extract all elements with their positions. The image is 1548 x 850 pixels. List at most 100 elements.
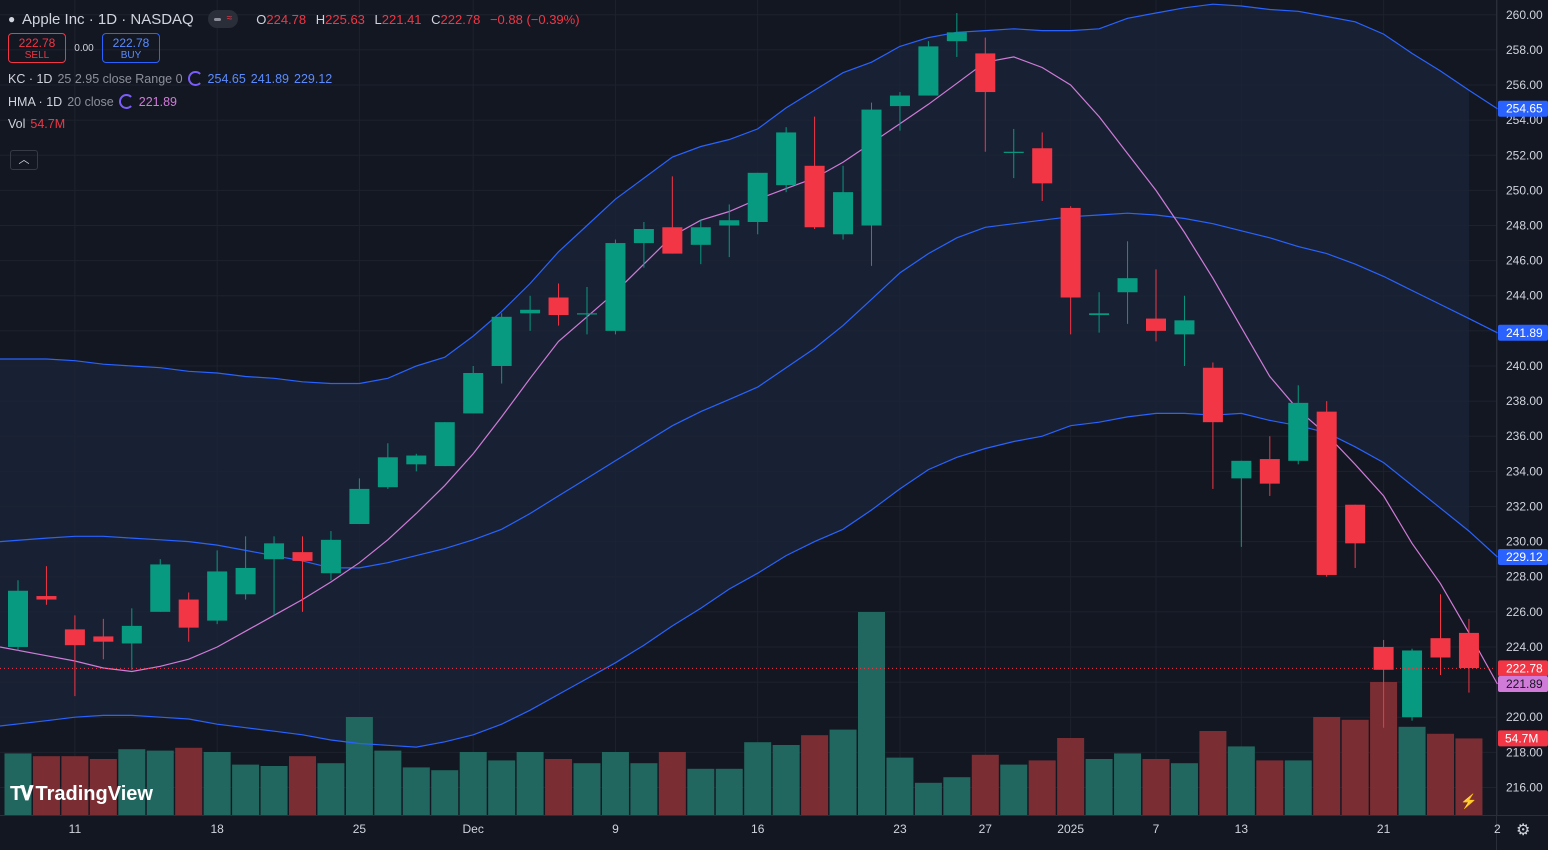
chart-legend: ● Apple Inc · 1D · NASDAQ ≈ O224.78 H225… — [8, 10, 586, 131]
candle-body — [1373, 646, 1394, 670]
candle — [747, 172, 768, 235]
low-value: 221.41 — [381, 11, 422, 27]
candle-body — [1288, 402, 1309, 461]
volume-bar — [1114, 753, 1142, 815]
candle-body — [1060, 207, 1081, 298]
price-tick-label: 256.00 — [1506, 78, 1543, 92]
candle-body — [1231, 460, 1252, 479]
candle — [690, 220, 711, 265]
candle-body — [662, 227, 683, 254]
time-tick-label: 11 — [69, 822, 82, 836]
candle-body — [292, 552, 313, 561]
candle-body — [1458, 632, 1479, 669]
price-label-bg — [1498, 100, 1548, 117]
price-axis[interactable]: 216.00218.00220.00222.00224.00226.00228.… — [1498, 8, 1548, 795]
volume-bar — [658, 752, 686, 815]
candle-body — [1202, 367, 1223, 423]
open-label: O — [256, 11, 267, 27]
lightning-icon[interactable]: ⚡ — [1460, 793, 1478, 809]
volume-bar — [203, 752, 231, 815]
volume-bar — [943, 777, 971, 815]
volume-bar — [289, 756, 316, 815]
candle-body — [1402, 650, 1423, 718]
price-tick-label: 252.00 — [1506, 148, 1543, 162]
candle-body — [235, 567, 256, 595]
candle — [264, 536, 285, 616]
candle — [349, 478, 370, 525]
candle — [975, 37, 996, 152]
candle — [64, 615, 85, 697]
collapse-legend-button[interactable]: ︿ — [10, 150, 38, 170]
price-tick-label: 230.00 — [1506, 535, 1543, 549]
volume-bars — [4, 612, 1483, 815]
kc-upper-value: 254.65 — [207, 71, 246, 86]
vol-name: Vol — [8, 117, 26, 131]
candle-body — [889, 95, 910, 107]
volume-bar — [402, 767, 430, 815]
candle-body — [320, 539, 341, 574]
volume-bar — [345, 717, 373, 815]
vol-value: 54.7M — [30, 117, 66, 131]
candle — [377, 443, 398, 489]
price-label-text: 254.65 — [1506, 102, 1543, 116]
volume-bar — [1313, 717, 1341, 815]
candle-body — [36, 596, 57, 600]
buy-button[interactable]: 222.78 BUY — [102, 33, 160, 63]
hma-legend[interactable]: HMA · 1D 20 close 221.89 — [8, 94, 586, 109]
candle-body — [491, 316, 512, 366]
candle — [1174, 295, 1195, 366]
sell-button[interactable]: 222.78 SELL — [8, 33, 66, 63]
price-label-bg — [1498, 324, 1548, 341]
trade-buttons: 222.78 SELL 0.00 222.78 BUY — [8, 33, 586, 63]
volume-bar — [89, 759, 117, 815]
candle-body — [150, 564, 171, 612]
volume-legend[interactable]: Vol 54.7M — [8, 117, 586, 131]
price-tick-label: 218.00 — [1506, 745, 1543, 759]
candle-body — [121, 625, 142, 644]
time-tick-label: 9 — [612, 822, 619, 836]
price-tick-label: 226.00 — [1506, 605, 1543, 619]
spread-value: 0.00 — [74, 42, 94, 54]
candle — [776, 127, 797, 193]
market-status-pill[interactable]: ≈ — [207, 10, 239, 28]
time-tick-label: 18 — [210, 822, 224, 836]
symbol-title[interactable]: Apple Inc · 1D · NASDAQ — [22, 10, 194, 28]
price-tick-label: 238.00 — [1506, 394, 1543, 408]
candle — [1373, 639, 1394, 728]
buy-label: BUY — [120, 50, 142, 61]
candle — [406, 453, 427, 472]
candle — [719, 204, 740, 258]
volume-bar — [801, 735, 829, 815]
candle-body — [207, 571, 228, 621]
volume-bar — [32, 756, 60, 815]
candle — [1060, 206, 1081, 335]
close-label: C — [431, 11, 441, 27]
candle-body — [719, 220, 740, 226]
volume-bar — [459, 752, 487, 815]
candle-body — [833, 192, 854, 235]
gear-icon[interactable]: ⚙ — [1516, 822, 1531, 839]
kc-upper-line — [0, 3, 1498, 385]
price-tick-label: 236.00 — [1506, 429, 1543, 443]
volume-bar — [573, 763, 601, 815]
volume-bar — [1427, 733, 1454, 815]
price-tick-label: 258.00 — [1506, 43, 1543, 57]
candle-body — [406, 455, 427, 465]
candle-body — [520, 309, 541, 314]
tradingview-logo[interactable]: T𝐕 TradingView — [10, 783, 153, 806]
candle — [8, 580, 28, 651]
candle — [1430, 594, 1451, 676]
kc-legend[interactable]: KC · 1D 25 2.95 close Range 0 254.65 241… — [8, 71, 586, 86]
volume-bar — [1199, 731, 1227, 815]
close-value: 222.78 — [440, 11, 481, 27]
price-tick-label: 240.00 — [1506, 359, 1543, 373]
candle — [235, 536, 256, 600]
candle — [1231, 460, 1252, 547]
candle — [1345, 504, 1366, 568]
kc-middle-value: 241.89 — [250, 71, 290, 86]
candle-body — [776, 132, 797, 186]
price-tick-label: 244.00 — [1506, 289, 1543, 303]
candle — [93, 618, 114, 660]
time-axis[interactable]: 11 18 25 Dec 9 16 23 27 2025 7 13 21 2 — [69, 822, 1501, 836]
